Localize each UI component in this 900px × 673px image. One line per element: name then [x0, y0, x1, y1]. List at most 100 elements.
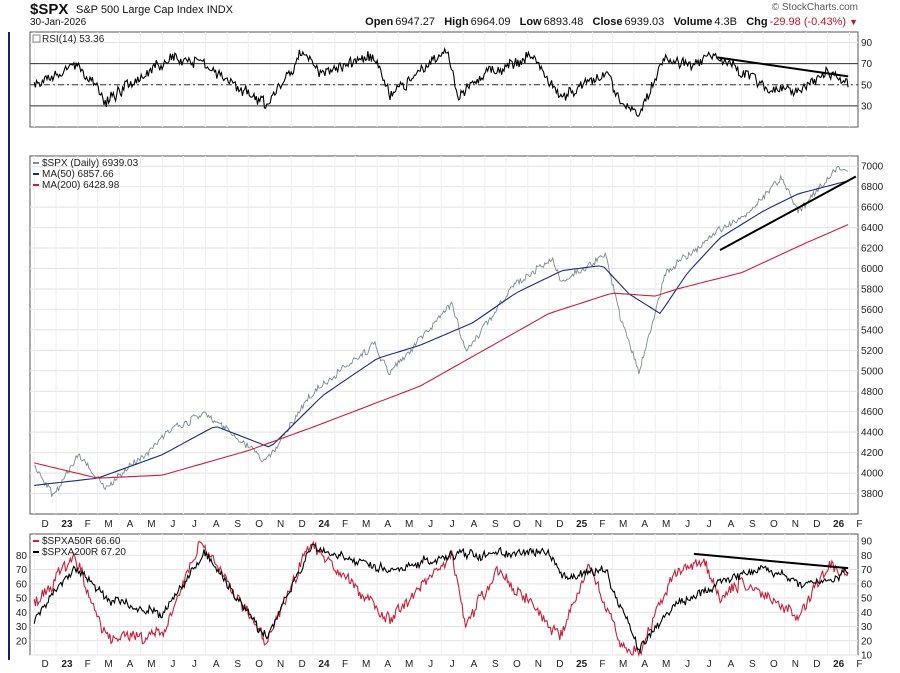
y-tick-label-left: 70: [16, 565, 28, 576]
trendline: [693, 552, 849, 570]
instrument-title: S&P 500 Large Cap Index: [76, 4, 204, 16]
y-tick-label: 4000: [861, 469, 884, 480]
legend-entry: MA(50) 6857.66: [42, 169, 114, 180]
x-tick-label: 23: [61, 659, 73, 670]
instrument-name: S&P 500 Large Cap Index INDX: [76, 4, 233, 16]
x-tick-label: J: [707, 659, 712, 670]
x-tick-label: O: [770, 519, 778, 530]
x-tick-label: N: [792, 519, 799, 530]
legend-entry: $SPXA200R 67.20: [42, 547, 126, 558]
x-tick-label: A: [728, 659, 735, 670]
quote-summary: Open 6947.27 High 6964.09 Low 6893.48 Close…: [365, 16, 858, 28]
x-tick-label: O: [513, 519, 521, 530]
series-line-ma200: [34, 224, 849, 479]
x-tick-label: D: [556, 659, 563, 670]
y-tick-label: 80: [861, 551, 873, 562]
series-line-spxa50r: [33, 540, 849, 658]
trendline: [719, 175, 857, 251]
y-tick-label: 40: [861, 608, 873, 619]
y-tick-label: 5400: [861, 325, 884, 336]
x-tick-label: N: [277, 659, 284, 670]
x-tick-label: 24: [318, 659, 330, 670]
y-tick-label: 90: [861, 537, 873, 548]
x-tick-label: O: [255, 519, 263, 530]
y-tick-label: 6600: [861, 203, 884, 214]
y-tick-label-left: 50: [16, 594, 28, 605]
x-tick-label: N: [535, 659, 542, 670]
trendline: [717, 56, 849, 78]
x-tick-label: J: [450, 659, 455, 670]
y-tick-label: 5800: [861, 284, 884, 295]
x-tick-label: D: [299, 659, 306, 670]
left-accent-bar: [8, 32, 10, 660]
y-tick-label: 4200: [861, 448, 884, 459]
x-tick-label: 26: [833, 659, 845, 670]
y-tick-label-left: 40: [16, 608, 28, 619]
close-label: Close: [592, 16, 623, 28]
series-line-spx: [34, 166, 849, 497]
volume-value: 4.3B: [714, 16, 738, 28]
open-label: Open: [365, 16, 394, 28]
legend-entry: RSI(14) 53.36: [42, 34, 105, 45]
x-tick-label: A: [384, 519, 391, 530]
x-tick-label: M: [362, 659, 370, 670]
open-value: 6947.27: [395, 16, 436, 28]
y-tick-label: 50: [861, 80, 873, 91]
x-tick-label: O: [513, 659, 521, 670]
y-tick-label: 5600: [861, 305, 884, 316]
low-label: Low: [519, 16, 542, 28]
y-tick-label: 4600: [861, 407, 884, 418]
x-tick-label: D: [813, 519, 820, 530]
x-tick-label: A: [471, 659, 478, 670]
y-tick-label: 6000: [861, 264, 884, 275]
y-tick-label: 6800: [861, 182, 884, 193]
x-tick-label: M: [619, 659, 627, 670]
y-tick-label: 4800: [861, 387, 884, 398]
x-tick-label: 26: [833, 519, 845, 530]
x-tick-label: F: [856, 519, 862, 530]
x-tick-label: F: [85, 519, 91, 530]
y-tick-label: 60: [861, 579, 873, 590]
x-tick-label: F: [599, 519, 605, 530]
high-value: 6964.09: [470, 16, 511, 28]
x-tick-label: M: [147, 519, 155, 530]
watermark: © StockCharts.com: [771, 2, 858, 13]
x-tick-label: N: [792, 659, 799, 670]
legend-entry: $SPX (Daily) 6939.03: [42, 158, 139, 169]
x-tick-label: J: [428, 519, 433, 530]
y-tick-label: 4400: [861, 428, 884, 439]
x-tick-label: A: [213, 659, 220, 670]
x-tick-label: M: [662, 659, 670, 670]
x-tick-label: J: [192, 519, 197, 530]
x-tick-label: N: [277, 519, 284, 530]
symbol: $SPX: [30, 1, 69, 18]
change-label: Chg: [746, 16, 768, 28]
x-tick-label: S: [749, 659, 756, 670]
x-tick-label: M: [147, 659, 155, 670]
y-tick-label-left: 30: [16, 622, 28, 633]
x-tick-label: A: [127, 659, 134, 670]
y-tick-label: 70: [861, 565, 873, 576]
x-tick-label: F: [342, 659, 348, 670]
x-tick-label: 25: [576, 659, 588, 670]
series-line-spxa200r: [33, 543, 849, 654]
y-tick-label: 90: [861, 38, 873, 49]
close-value: 6939.03: [624, 16, 665, 28]
y-tick-label-left: 20: [16, 636, 28, 647]
x-tick-label: D: [813, 659, 820, 670]
x-tick-label: M: [104, 519, 112, 530]
x-tick-label: A: [728, 519, 735, 530]
y-tick-label: 10: [861, 651, 873, 662]
x-tick-label: J: [685, 659, 690, 670]
x-tick-label: N: [535, 519, 542, 530]
exchange: INDX: [206, 4, 233, 16]
x-tick-label: O: [255, 659, 263, 670]
x-tick-label: J: [685, 519, 690, 530]
y-tick-label: 6400: [861, 223, 884, 234]
y-tick-label-left: 80: [16, 551, 28, 562]
y-tick-label: 6200: [861, 244, 884, 255]
series-line-rsi14: [33, 46, 849, 117]
x-tick-label: A: [127, 519, 134, 530]
low-value: 6893.48: [543, 16, 584, 28]
y-tick-label: 70: [861, 59, 873, 70]
